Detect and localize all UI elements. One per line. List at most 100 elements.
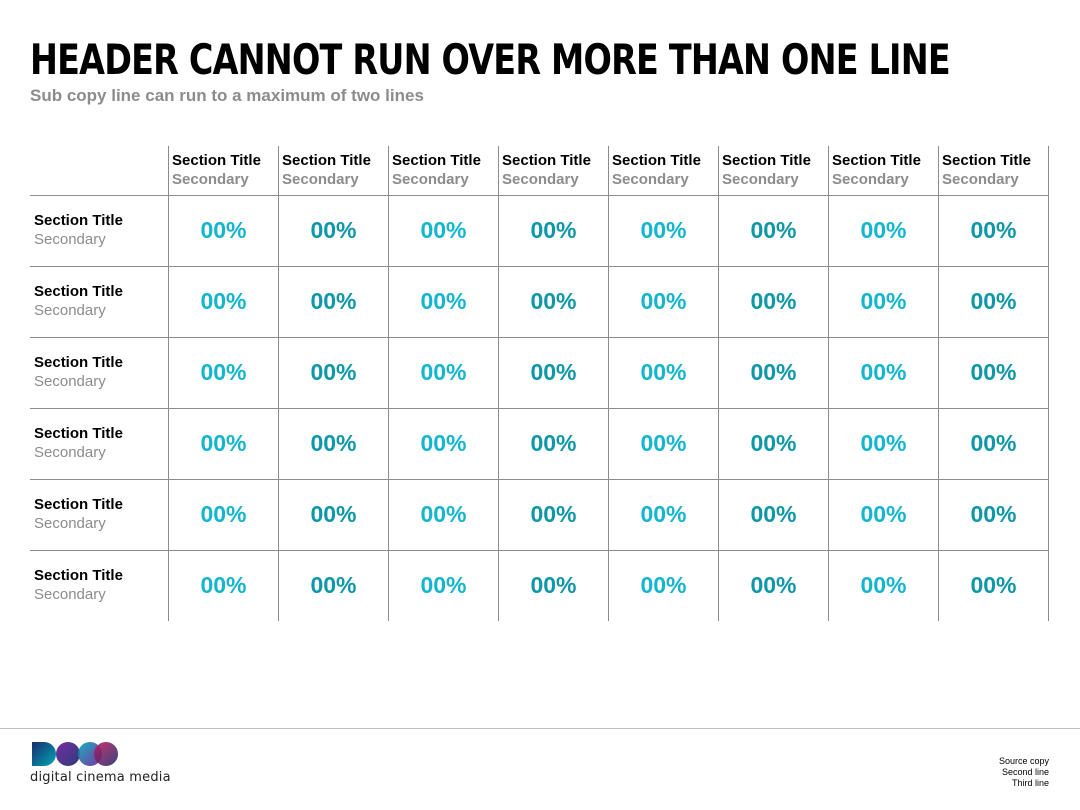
column-title: Section Title bbox=[942, 152, 1031, 169]
value-cell: 00% bbox=[498, 195, 609, 267]
column-header: Section Title Secondary bbox=[718, 146, 829, 196]
value-cell: 00% bbox=[718, 479, 829, 551]
source-note: Source copy Second line Third line bbox=[999, 756, 1049, 789]
column-secondary: Secondary bbox=[942, 171, 1019, 188]
value-cell: 00% bbox=[608, 550, 719, 621]
dcm-logo-icon bbox=[32, 742, 118, 766]
value-cell: 00% bbox=[718, 408, 829, 480]
column-title: Section Title bbox=[722, 152, 811, 169]
column-secondary: Secondary bbox=[722, 171, 799, 188]
table-row: Section Title Secondary 00% 00% 00% 00% 00% 00%… bbox=[30, 337, 1049, 409]
value-cell: 00% bbox=[608, 479, 719, 551]
table-row: Section Title Secondary 00% 00% 00% 00% 00% 00%… bbox=[30, 550, 1049, 621]
row-secondary: Secondary bbox=[34, 373, 106, 390]
value-cell: 00% bbox=[608, 266, 719, 338]
value-cell: 00% bbox=[498, 550, 609, 621]
value-cell: 00% bbox=[938, 408, 1049, 480]
row-secondary: Secondary bbox=[34, 586, 106, 603]
row-secondary: Secondary bbox=[34, 515, 106, 532]
page-subtitle: Sub copy line can run to a maximum of tw… bbox=[30, 86, 424, 105]
value-cell: 00% bbox=[168, 266, 279, 338]
column-header-row: Section Title Secondary Section Title Seco… bbox=[30, 146, 1049, 196]
data-table: Section Title Secondary Section Title Seco… bbox=[30, 146, 1049, 621]
value-cell: 00% bbox=[718, 337, 829, 409]
table-row: Section Title Secondary 00% 00% 00% 00% 00% 00%… bbox=[30, 266, 1049, 338]
row-title: Section Title bbox=[34, 283, 123, 300]
value-cell: 00% bbox=[718, 195, 829, 267]
value-cell: 00% bbox=[608, 337, 719, 409]
row-header: Section Title Secondary bbox=[30, 550, 169, 621]
value-cell: 00% bbox=[938, 266, 1049, 338]
table-row: Section Title Secondary 00% 00% 00% 00% 00% 00%… bbox=[30, 479, 1049, 551]
value-cell: 00% bbox=[168, 550, 279, 621]
column-title: Section Title bbox=[172, 152, 261, 169]
column-header: Section Title Secondary bbox=[498, 146, 609, 196]
column-secondary: Secondary bbox=[282, 171, 359, 188]
row-secondary: Secondary bbox=[34, 444, 106, 461]
value-cell: 00% bbox=[608, 408, 719, 480]
source-line: Third line bbox=[1011, 778, 1049, 788]
value-cell: 00% bbox=[278, 337, 389, 409]
row-header: Section Title Secondary bbox=[30, 195, 169, 267]
value-cell: 00% bbox=[168, 337, 279, 409]
row-secondary: Secondary bbox=[34, 302, 106, 319]
column-header: Section Title Secondary bbox=[608, 146, 719, 196]
column-title: Section Title bbox=[282, 152, 371, 169]
column-secondary: Secondary bbox=[832, 171, 909, 188]
column-header: Section Title Secondary bbox=[828, 146, 939, 196]
value-cell: 00% bbox=[828, 195, 939, 267]
value-cell: 00% bbox=[498, 479, 609, 551]
value-cell: 00% bbox=[388, 408, 499, 480]
table-corner bbox=[30, 146, 169, 196]
value-cell: 00% bbox=[828, 479, 939, 551]
row-header: Section Title Secondary bbox=[30, 266, 169, 338]
row-title: Section Title bbox=[34, 212, 123, 229]
column-header: Section Title Secondary bbox=[168, 146, 279, 196]
value-cell: 00% bbox=[938, 550, 1049, 621]
value-cell: 00% bbox=[718, 266, 829, 338]
column-header: Section Title Secondary bbox=[388, 146, 499, 196]
column-header: Section Title Secondary bbox=[938, 146, 1049, 196]
column-header: Section Title Secondary bbox=[278, 146, 389, 196]
row-header: Section Title Secondary bbox=[30, 337, 169, 409]
value-cell: 00% bbox=[828, 408, 939, 480]
row-header: Section Title Secondary bbox=[30, 408, 169, 480]
value-cell: 00% bbox=[168, 479, 279, 551]
value-cell: 00% bbox=[388, 195, 499, 267]
value-cell: 00% bbox=[498, 337, 609, 409]
row-secondary: Secondary bbox=[34, 231, 106, 248]
row-title: Section Title bbox=[34, 425, 123, 442]
value-cell: 00% bbox=[278, 195, 389, 267]
column-title: Section Title bbox=[832, 152, 921, 169]
page-title: HEADER CANNOT RUN OVER MORE THAN ONE LIN… bbox=[30, 35, 951, 84]
value-cell: 00% bbox=[938, 195, 1049, 267]
value-cell: 00% bbox=[278, 408, 389, 480]
value-cell: 00% bbox=[828, 266, 939, 338]
value-cell: 00% bbox=[168, 195, 279, 267]
source-line: Second line bbox=[1001, 767, 1049, 777]
value-cell: 00% bbox=[608, 195, 719, 267]
column-secondary: Secondary bbox=[502, 171, 579, 188]
footer-divider bbox=[0, 728, 1080, 729]
table-row: Section Title Secondary 00% 00% 00% 00% 00% 00%… bbox=[30, 195, 1049, 267]
logo-wordmark: digital cinema media bbox=[30, 770, 171, 785]
column-secondary: Secondary bbox=[172, 171, 249, 188]
row-title: Section Title bbox=[34, 496, 123, 513]
value-cell: 00% bbox=[388, 266, 499, 338]
value-cell: 00% bbox=[828, 550, 939, 621]
column-title: Section Title bbox=[502, 152, 591, 169]
row-header: Section Title Secondary bbox=[30, 479, 169, 551]
value-cell: 00% bbox=[388, 479, 499, 551]
column-secondary: Secondary bbox=[612, 171, 689, 188]
value-cell: 00% bbox=[278, 266, 389, 338]
value-cell: 00% bbox=[498, 408, 609, 480]
value-cell: 00% bbox=[938, 337, 1049, 409]
value-cell: 00% bbox=[498, 266, 609, 338]
value-cell: 00% bbox=[828, 337, 939, 409]
value-cell: 00% bbox=[168, 408, 279, 480]
row-title: Section Title bbox=[34, 567, 123, 584]
column-title: Section Title bbox=[392, 152, 481, 169]
value-cell: 00% bbox=[718, 550, 829, 621]
table-row: Section Title Secondary 00% 00% 00% 00% 00% 00%… bbox=[30, 408, 1049, 480]
value-cell: 00% bbox=[388, 550, 499, 621]
